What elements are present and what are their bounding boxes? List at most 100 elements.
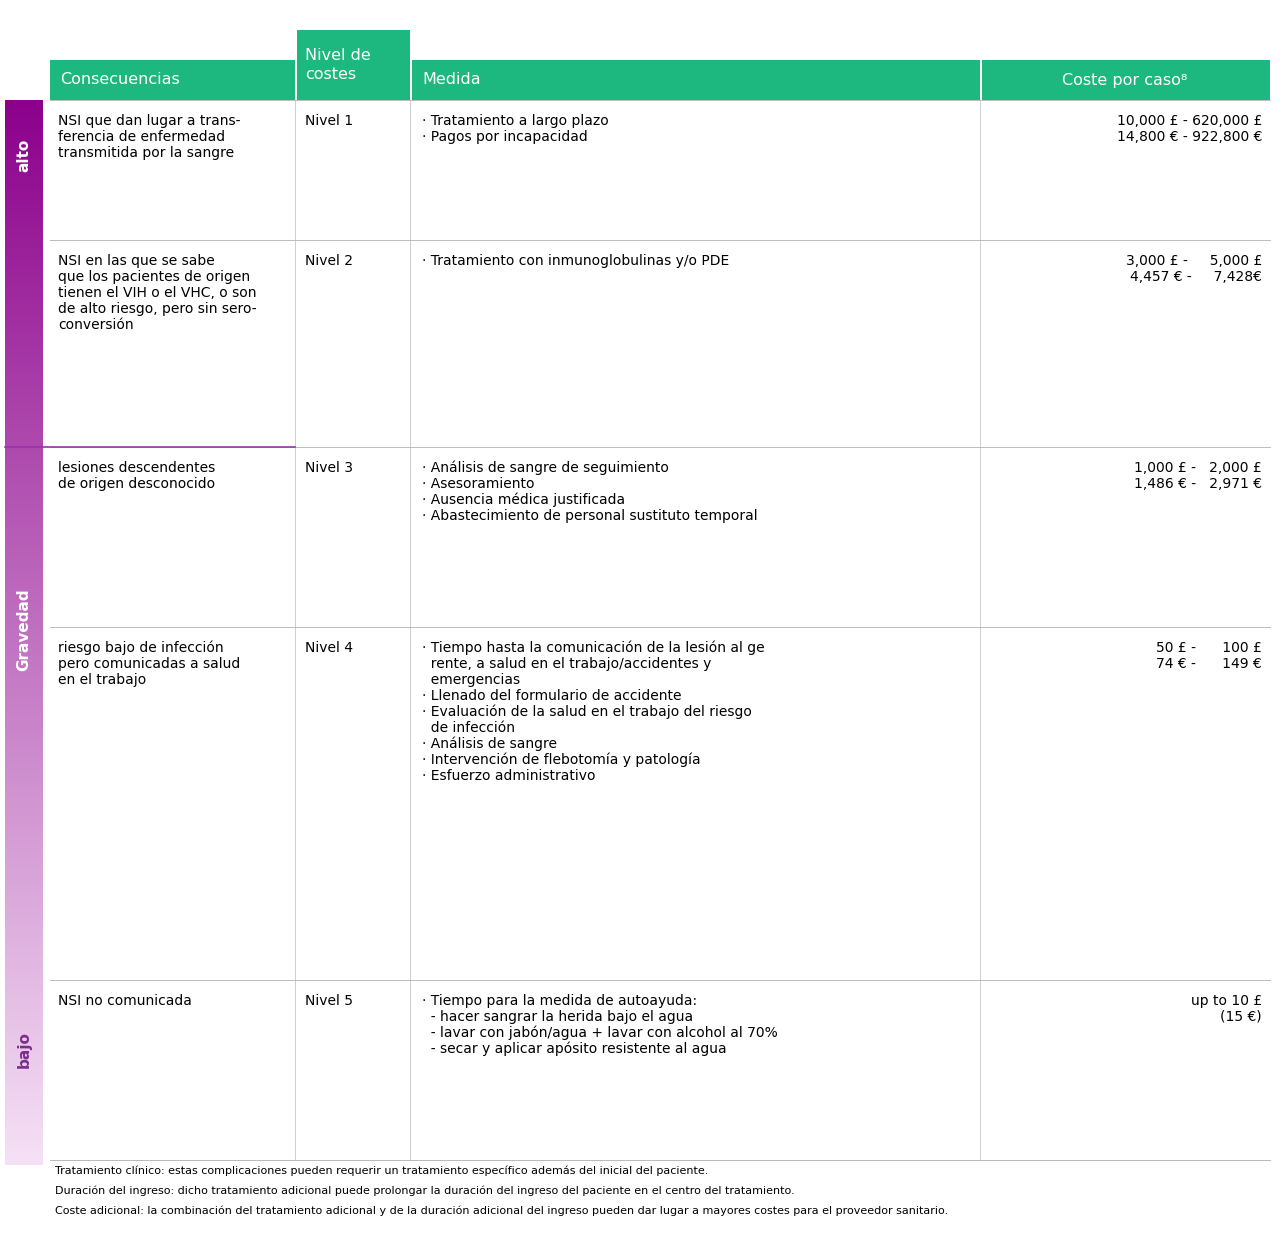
Bar [5,858,42,864]
Bar [5,223,42,228]
Bar [5,447,42,452]
Text: 1,486 € -   2,971 €: 1,486 € - 2,971 € [1134,476,1262,491]
Text: · Ausencia médica justificada: · Ausencia médica justificada [422,492,625,507]
Bar [5,653,42,658]
Bar [5,666,42,671]
Bar [5,670,42,675]
Bar [5,276,42,281]
Bar [5,524,42,529]
Bar [5,600,42,605]
Bar [5,411,42,417]
Bar [5,634,42,640]
Text: transmitida por la sangre: transmitida por la sangre [58,146,234,160]
Bar [5,564,42,569]
Bar [5,833,42,838]
Bar [5,766,42,771]
Bar [5,772,42,779]
Bar [5,971,42,976]
Bar [5,967,42,974]
Bar [5,965,42,970]
Text: NSI no comunicada: NSI no comunicada [58,995,192,1008]
Text: Gravedad: Gravedad [17,589,31,671]
Bar [5,958,42,963]
Bar [5,539,42,544]
Bar [5,210,42,215]
Bar [5,560,42,565]
Bar [5,486,42,491]
Bar [5,494,42,499]
Bar [5,763,42,768]
Bar [5,479,42,484]
Bar [5,798,42,803]
Bar [5,131,42,137]
Bar [5,734,42,739]
Text: Nivel 1: Nivel 1 [305,114,354,128]
Bar [5,270,42,275]
Text: 1,000 £ -   2,000 £: 1,000 £ - 2,000 £ [1134,460,1262,475]
Bar [5,344,42,349]
Bar [5,341,42,346]
Bar [412,60,980,100]
Bar [5,1153,42,1157]
Bar [5,897,42,902]
Bar [5,1053,42,1059]
Bar [5,578,42,584]
Bar [5,259,42,264]
Bar [5,748,42,753]
Bar [5,312,42,317]
Text: NSI en las que se sabe: NSI en las que se sabe [58,254,215,268]
Bar [5,365,42,370]
Bar [5,316,42,321]
Bar [5,255,42,260]
Bar [5,284,42,289]
Bar [5,695,42,700]
Bar [5,759,42,764]
Bar [5,138,42,143]
Bar [5,163,42,168]
Bar [5,585,42,590]
Text: · Esfuerzo administrativo: · Esfuerzo administrativo [422,769,595,782]
Bar [5,727,42,732]
Bar [5,358,42,363]
Bar [5,596,42,601]
Bar [5,167,42,172]
Bar [5,1035,42,1040]
Text: tienen el VIH o el VHC, o son: tienen el VIH o el VHC, o son [58,286,256,300]
Bar [5,837,42,842]
Bar [5,1120,42,1125]
Bar [5,681,42,686]
Bar [5,1109,42,1114]
Bar [5,206,42,211]
Bar [5,819,42,824]
Bar [5,645,42,650]
Bar [5,617,42,622]
Bar [5,308,42,313]
Bar [5,333,42,338]
Bar [5,884,42,888]
Bar [5,890,42,895]
Bar [983,60,1271,100]
Bar [5,1043,42,1048]
Text: - hacer sangrar la herida bajo el agua: - hacer sangrar la herida bajo el agua [422,1009,693,1024]
Bar [5,213,42,218]
Text: bajo: bajo [17,1032,31,1069]
Bar [5,801,42,807]
Bar [5,248,42,253]
Bar [5,581,42,586]
Bar [5,557,42,561]
Bar [5,1145,42,1150]
Bar [5,575,42,580]
Bar [5,812,42,817]
Bar [5,532,42,537]
Bar [5,1007,42,1012]
Text: 14,800 € - 922,800 €: 14,800 € - 922,800 € [1116,130,1262,144]
Bar [5,188,42,194]
Bar [5,946,42,951]
Bar [5,543,42,548]
Bar [5,397,42,402]
Bar [5,823,42,828]
Bar [5,993,42,998]
Bar [5,1092,42,1097]
Bar [5,174,42,179]
Bar [5,689,42,694]
